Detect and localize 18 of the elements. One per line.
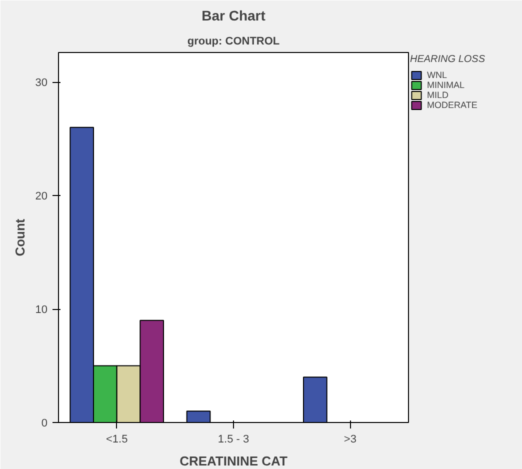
legend-label: WNL (427, 70, 447, 80)
chart-title: Bar Chart (202, 8, 266, 24)
legend-title: HEARING LOSS (410, 54, 486, 65)
y-axis-title: Count (12, 218, 28, 256)
bar (303, 376, 328, 422)
legend-label: MILD (427, 90, 449, 100)
legend-label: MINIMAL (427, 80, 465, 90)
legend-label: MODERATE (427, 100, 478, 110)
x-tick-label: >3 (344, 434, 356, 446)
chart-subtitle: group: CONTROL (187, 36, 280, 48)
y-tick-label: 20 (35, 190, 48, 203)
y-tick-label: 30 (35, 77, 48, 90)
x-axis-title: CREATININE CAT (180, 454, 288, 468)
bar (186, 410, 211, 422)
y-tick-label: 10 (35, 304, 48, 316)
y-tick-label: 0 (41, 418, 48, 430)
x-tick-label: <1.5 (106, 434, 128, 446)
x-tick-label: 1.5 - 3 (218, 434, 250, 446)
